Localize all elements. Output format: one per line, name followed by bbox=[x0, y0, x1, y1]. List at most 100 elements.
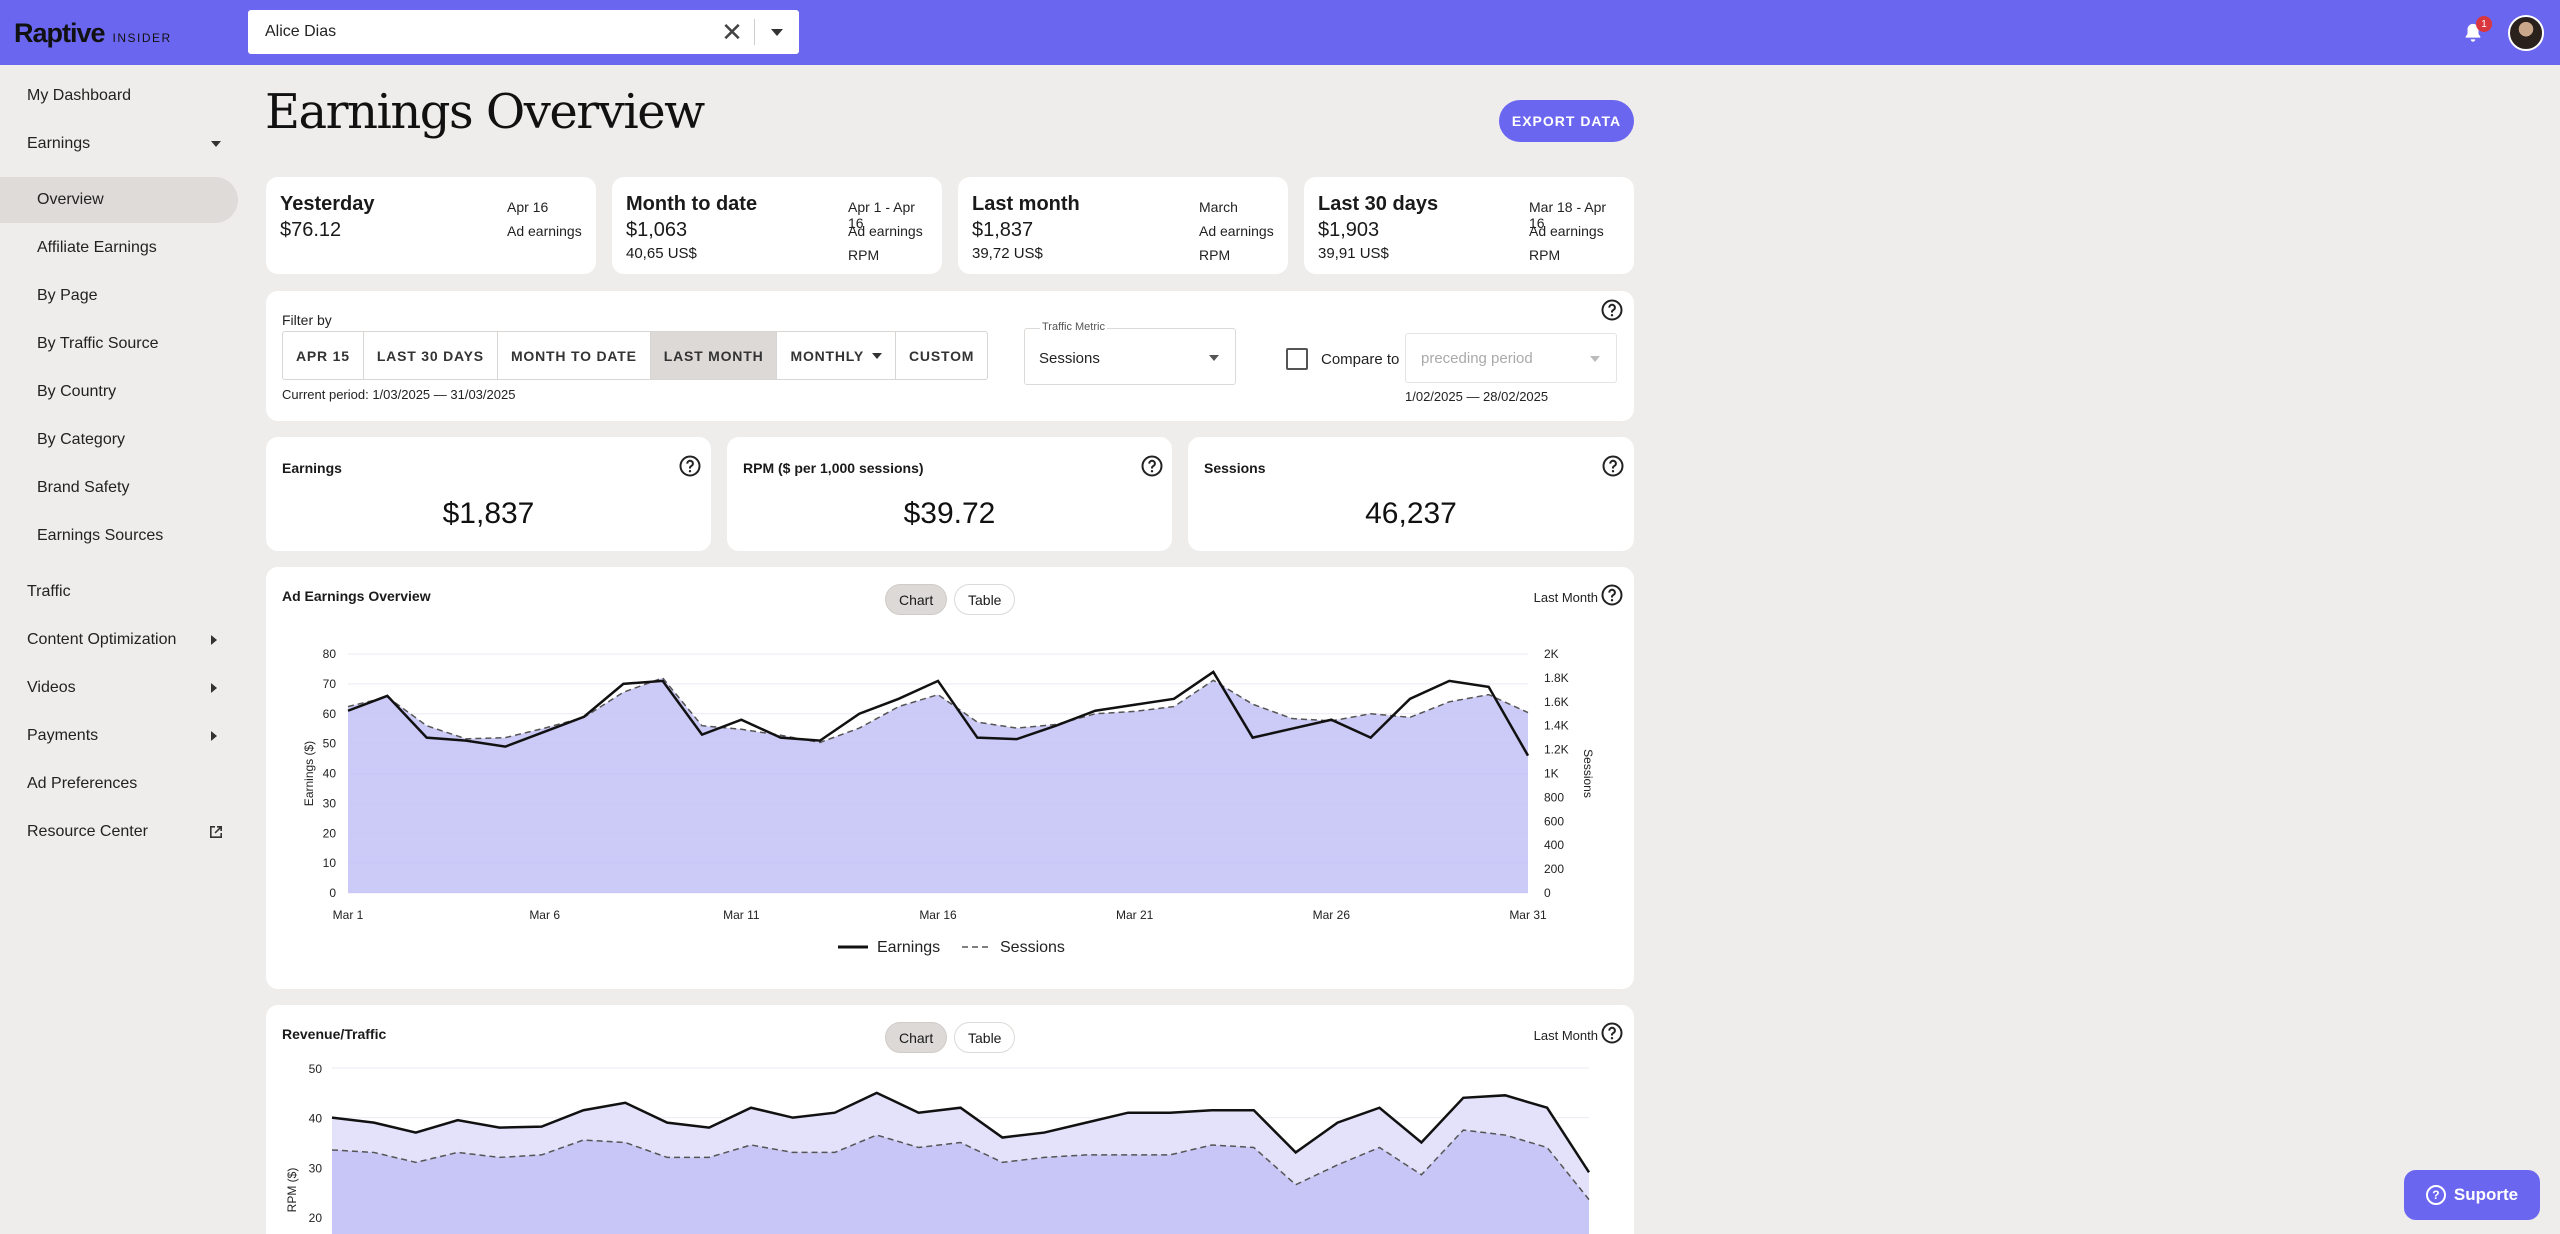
chevron-down-icon bbox=[1209, 355, 1219, 361]
revenue-traffic-card: Revenue/Traffic Chart Table Last Month 2… bbox=[266, 1005, 1634, 1234]
sidebar-item-payments[interactable]: Payments bbox=[0, 713, 238, 759]
summary-card-last-month: Last month $1,837 39,72 US$ March Ad ear… bbox=[958, 177, 1288, 274]
sidebar-item-ad-preferences[interactable]: Ad Preferences bbox=[0, 761, 238, 807]
logo[interactable]: Raptive INSIDER bbox=[14, 18, 172, 49]
y2-tick-label: 1.6K bbox=[1544, 695, 1569, 709]
avatar[interactable] bbox=[2508, 15, 2544, 51]
help-icon[interactable] bbox=[1141, 455, 1163, 477]
summary-label-rpm: RPM bbox=[1529, 247, 1561, 263]
summary-title: Month to date bbox=[626, 193, 758, 215]
summary-label: Ad earnings bbox=[507, 223, 582, 239]
help-icon[interactable] bbox=[1601, 584, 1623, 606]
traffic-metric-select[interactable]: Traffic Metric Sessions bbox=[1024, 321, 1236, 385]
select-divider bbox=[754, 19, 755, 45]
sidebar-item-content-optimization[interactable]: Content Optimization bbox=[0, 617, 238, 663]
x-tick-label: Mar 11 bbox=[723, 908, 760, 922]
page-title: Earnings Overview bbox=[265, 84, 705, 140]
sidebar-item-brand-safety[interactable]: Brand Safety bbox=[0, 465, 238, 511]
account-dropdown-button[interactable] bbox=[755, 10, 799, 54]
sidebar-item-label: Earnings Sources bbox=[37, 527, 164, 544]
y-tick-label: 50 bbox=[323, 737, 337, 751]
sidebar-item-label: My Dashboard bbox=[27, 87, 132, 104]
chevron-down-icon bbox=[211, 141, 221, 147]
help-icon[interactable] bbox=[1602, 455, 1624, 477]
y-tick-label: 50 bbox=[309, 1062, 323, 1076]
sidebar-item-by-page[interactable]: By Page bbox=[0, 273, 238, 319]
period-filter-group: APR 15 LAST 30 DAYS MONTH TO DATE LAST M… bbox=[282, 331, 989, 380]
sidebar-item-traffic[interactable]: Traffic bbox=[0, 569, 238, 615]
compare-label: Compare to bbox=[1321, 351, 1400, 368]
logo-text: Raptive bbox=[14, 18, 106, 48]
sidebar-item-label: By Traffic Source bbox=[37, 335, 159, 352]
y-tick-label: 20 bbox=[309, 1211, 323, 1225]
y-tick-label: 10 bbox=[323, 856, 337, 870]
filter-apr-15[interactable]: APR 15 bbox=[283, 332, 364, 379]
chevron-right-icon bbox=[211, 731, 217, 741]
y2-tick-label: 200 bbox=[1544, 862, 1564, 876]
y2-tick-label: 400 bbox=[1544, 838, 1564, 852]
summary-amount: $1,063 bbox=[626, 219, 688, 241]
sidebar-item-my-dashboard[interactable]: My Dashboard bbox=[0, 73, 238, 119]
sidebar-item-overview[interactable]: Overview bbox=[0, 177, 238, 223]
clear-icon[interactable]: ✕ bbox=[721, 16, 743, 47]
sidebar-item-label: Resource Center bbox=[27, 823, 148, 840]
legend-sessions-label: Sessions bbox=[1000, 939, 1065, 956]
compare-range: 1/02/2025 — 28/02/2025 bbox=[1405, 389, 1549, 404]
summary-label: Ad earnings bbox=[1529, 223, 1604, 239]
chart-title: Revenue/Traffic bbox=[282, 1026, 387, 1042]
compare-checkbox[interactable] bbox=[1286, 348, 1308, 370]
chart-toggle[interactable]: Chart bbox=[885, 1022, 948, 1053]
chart-toggle[interactable]: Chart bbox=[885, 584, 948, 615]
table-toggle[interactable]: Table bbox=[954, 1022, 1016, 1053]
export-data-button[interactable]: EXPORT DATA bbox=[1499, 100, 1634, 142]
x-tick-label: Mar 26 bbox=[1313, 908, 1351, 922]
y2-tick-label: 600 bbox=[1544, 814, 1564, 828]
y-tick-label: 40 bbox=[309, 1112, 323, 1126]
rpm-line bbox=[331, 1091, 1591, 1173]
compare-period-select[interactable]: preceding period bbox=[1405, 333, 1617, 383]
summary-card-yesterday: Yesterday $76.12 Apr 16 Ad earnings bbox=[266, 177, 596, 274]
table-toggle[interactable]: Table bbox=[954, 584, 1016, 615]
chevron-down-icon bbox=[1590, 356, 1600, 362]
sidebar-item-by-category[interactable]: By Category bbox=[0, 417, 238, 463]
sidebar-item-resource-center[interactable]: Resource Center bbox=[0, 809, 238, 855]
filter-custom[interactable]: CUSTOM bbox=[909, 347, 975, 364]
filter-card: Filter by APR 15 LAST 30 DAYS MONTH TO D… bbox=[266, 291, 1634, 421]
filter-last-30-days[interactable]: LAST 30 DAYS bbox=[364, 332, 498, 379]
y-tick-label: 30 bbox=[323, 796, 337, 810]
help-icon: ? bbox=[2425, 1185, 2446, 1205]
filter-last-month[interactable]: LAST MONTH bbox=[650, 332, 778, 379]
y-tick-label: 0 bbox=[329, 886, 336, 900]
sidebar-item-earnings[interactable]: Earnings bbox=[0, 121, 238, 167]
sidebar-item-label: Ad Preferences bbox=[27, 775, 138, 792]
filter-month-to-date[interactable]: MONTH TO DATE bbox=[498, 332, 651, 379]
filter-monthly[interactable]: MONTHLY bbox=[777, 332, 897, 379]
support-label: Suporte bbox=[2453, 1185, 2519, 1204]
chevron-right-icon bbox=[211, 683, 217, 693]
sidebar-item-videos[interactable]: Videos bbox=[0, 665, 238, 711]
y2-tick-label: 800 bbox=[1544, 790, 1564, 804]
summary-title: Yesterday bbox=[280, 193, 375, 215]
account-select[interactable]: Alice Dias ✕ bbox=[248, 10, 799, 54]
chart-range: Last Month bbox=[1533, 590, 1598, 605]
summary-date: Apr 16 bbox=[507, 199, 549, 215]
sidebar-item-affiliate-earnings[interactable]: Affiliate Earnings bbox=[0, 225, 238, 271]
help-icon[interactable] bbox=[1601, 299, 1623, 321]
stat-title: Sessions bbox=[1204, 460, 1266, 476]
earnings-line bbox=[347, 670, 1530, 757]
summary-title: Last 30 days bbox=[1318, 193, 1439, 215]
logo-subtext: INSIDER bbox=[112, 31, 172, 45]
support-button[interactable]: ? Suporte bbox=[2404, 1170, 2540, 1220]
summary-rpm: 39,91 US$ bbox=[1318, 245, 1389, 262]
sessions-area bbox=[348, 677, 1528, 893]
help-icon[interactable] bbox=[679, 455, 701, 477]
sidebar-item-by-traffic-source[interactable]: By Traffic Source bbox=[0, 321, 238, 367]
help-icon[interactable] bbox=[1601, 1022, 1623, 1044]
y-tick-label: 40 bbox=[323, 767, 337, 781]
chart-title: Ad Earnings Overview bbox=[282, 588, 431, 604]
stat-value: $1,837 bbox=[442, 497, 535, 530]
legend-earnings-label: Earnings bbox=[877, 939, 940, 956]
sidebar-item-by-country[interactable]: By Country bbox=[0, 369, 238, 415]
sidebar-item-earnings-sources[interactable]: Earnings Sources bbox=[0, 513, 238, 559]
summary-card-last-30-days: Last 30 days $1,903 39,91 US$ Mar 18 - A… bbox=[1304, 177, 1634, 274]
